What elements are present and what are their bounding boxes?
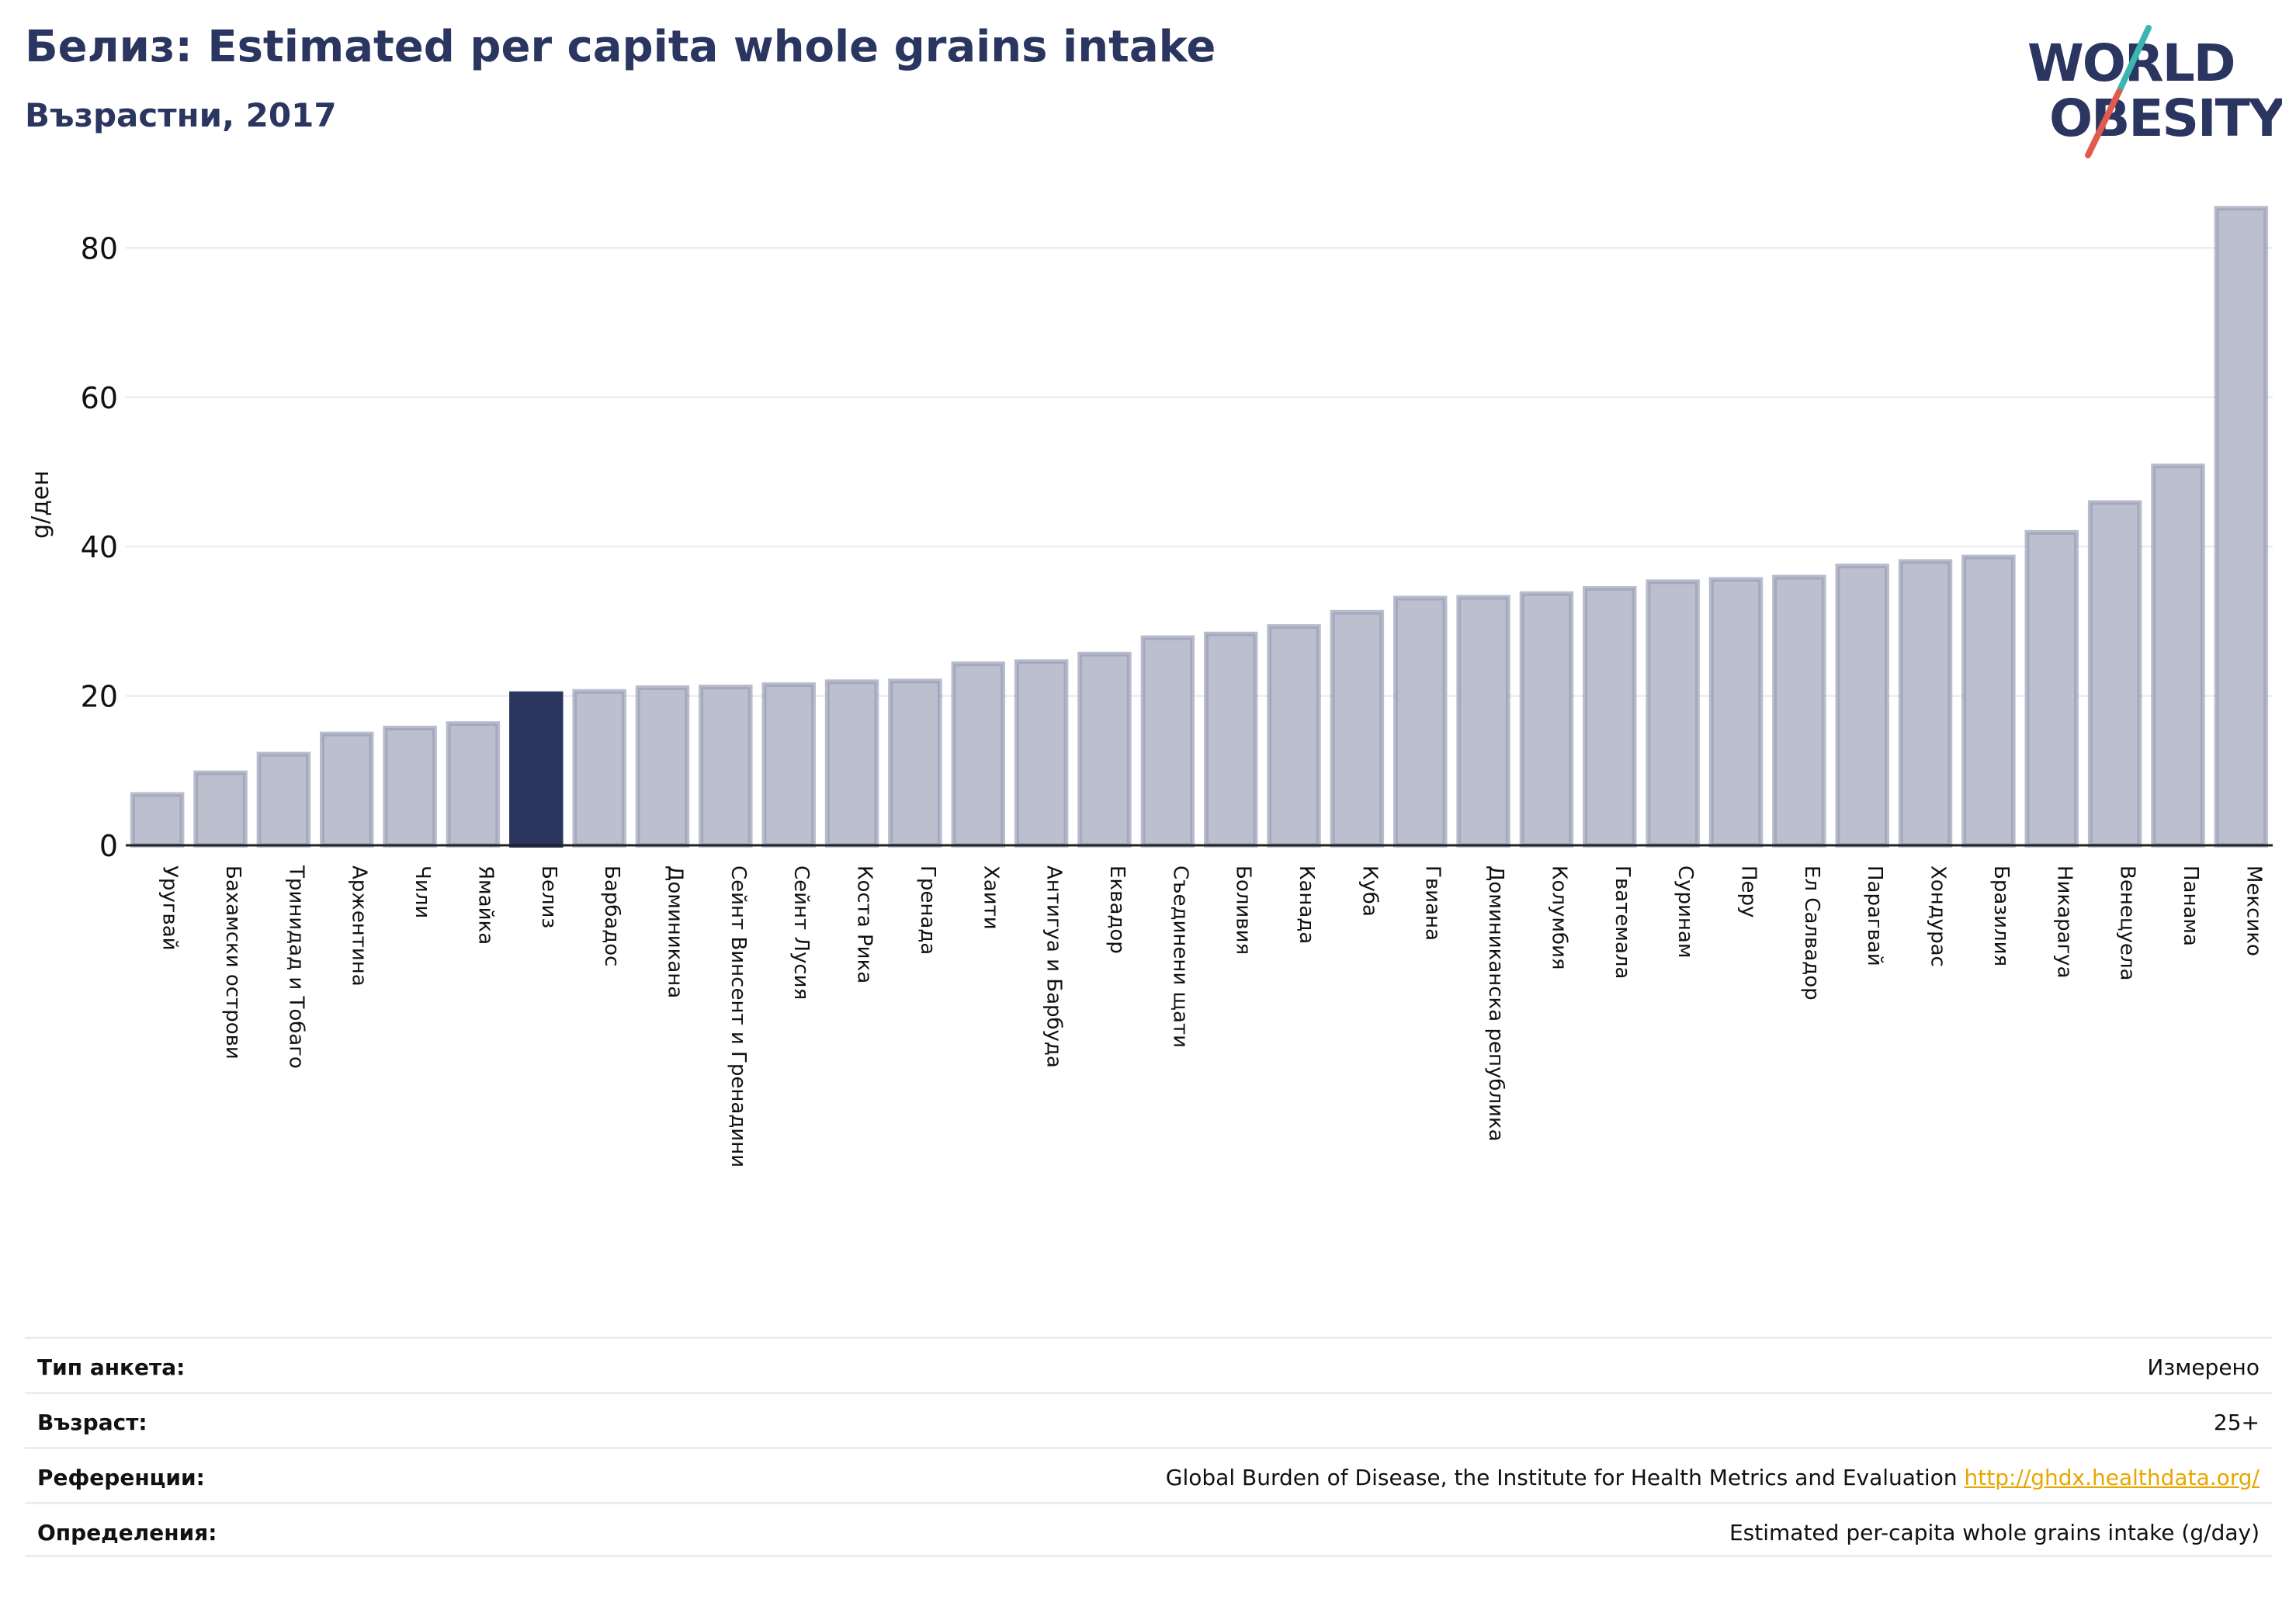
x-tick-label: Куба [1358, 865, 1381, 917]
bar [1203, 631, 1258, 848]
logo-slash-red [2085, 88, 2122, 158]
y-axis-ticks: 0 20 40 60 80 [81, 231, 118, 863]
x-tick-label: Гвиана [1421, 865, 1445, 941]
y-tick-label: 60 [81, 381, 118, 415]
y-tick-label: 80 [81, 231, 118, 265]
x-tick-label: Боливия [1232, 865, 1255, 955]
meta-value: Estimated per-capita whole grains intake… [1729, 1520, 2260, 1545]
page-subtitle: Възрастни, 2017 [25, 96, 337, 134]
bar [2151, 463, 2205, 848]
bar [888, 678, 942, 848]
x-tick-label: Доминикана [664, 865, 687, 998]
metadata-table: Тип анкета: Измерено Възраст: 25+ Рефере… [25, 1337, 2272, 1557]
x-tick-label: Уругвай [158, 865, 182, 951]
bar [1393, 595, 1448, 848]
x-tick-label: Никарагуа [2052, 865, 2076, 979]
bar [1646, 579, 1700, 848]
world-obesity-logo: WORLD OBESITY [2027, 25, 2282, 158]
bar [320, 731, 374, 848]
x-tick-label: Мексико [2242, 865, 2265, 956]
meta-key: Възраст: [37, 1410, 147, 1435]
y-axis-label: g/ден [27, 470, 54, 539]
x-tick-label: Суринам [1673, 865, 1697, 959]
meta-row-references: Референции: Global Burden of Disease, th… [25, 1447, 2272, 1502]
x-tick-label: Бахамски острови [221, 865, 245, 1060]
bar [824, 679, 879, 848]
bar [1961, 554, 2016, 848]
x-tick-label: Парагвай [1863, 865, 1886, 966]
bar [1014, 659, 1069, 848]
meta-value: 25+ [2213, 1410, 2260, 1435]
x-tick-label: Белиз [537, 865, 560, 928]
logo-line2: OBESITY [2049, 88, 2282, 148]
x-tick-label: Сейнт Лусия [789, 865, 813, 1000]
x-tick-label: Доминиканска република [1484, 865, 1507, 1142]
meta-row-definitions: Определения: Estimated per-capita whole … [25, 1502, 2272, 1557]
x-tick-label: Колумбия [1547, 865, 1570, 970]
meta-row-age: Възраст: 25+ [25, 1392, 2272, 1447]
x-tick-label: Венецуела [2116, 865, 2139, 980]
x-tick-label: Антигуа и Барбуда [1042, 865, 1066, 1068]
bars [130, 206, 2269, 848]
bar [1835, 564, 1889, 848]
bar [1456, 595, 1510, 848]
logo-slash-teal [2116, 25, 2152, 95]
bar [761, 682, 816, 848]
bar [509, 691, 564, 848]
bar [446, 721, 501, 848]
bar [951, 661, 1005, 848]
bar [1583, 586, 1637, 848]
x-tick-label: Канада [1295, 865, 1318, 944]
x-tick-label: Еквадор [1105, 865, 1129, 954]
bar-chart: 0 20 40 60 80 Уругвай Бахамски острови Тринида… [27, 206, 2273, 1167]
x-tick-label: Хаити [979, 865, 1002, 930]
x-tick-label: Барбадос [600, 865, 623, 966]
reference-link[interactable]: http://ghdx.healthdata.org/ [1964, 1465, 2260, 1490]
x-tick-label: Аржентина [348, 865, 371, 987]
bar [1708, 577, 1764, 848]
x-tick-label: Гватемала [1611, 865, 1634, 979]
bar [383, 725, 437, 848]
x-tick-label: Чили [411, 865, 434, 918]
bar [1519, 591, 1574, 848]
y-tick-label: 0 [99, 829, 118, 863]
bar [2214, 206, 2269, 848]
x-tick-label: Съединени щати [1168, 865, 1191, 1048]
bar [1898, 559, 1953, 848]
meta-key: Тип анкета: [37, 1354, 186, 1380]
bar [635, 685, 690, 848]
x-tick-label: Тринидад и Тобаго [284, 865, 307, 1069]
x-tick-label: Сейнт Винсент и Гренадини [727, 865, 750, 1167]
bar [699, 685, 753, 848]
x-tick-label: Перу [1737, 865, 1760, 917]
bar [1330, 609, 1385, 848]
meta-row-survey: Тип анкета: Измерено [25, 1337, 2272, 1392]
y-tick-label: 20 [81, 680, 118, 714]
bar [1267, 624, 1321, 848]
x-tick-label: Бразилия [1989, 865, 2013, 966]
x-tick-label: Хондурас [1927, 865, 1950, 967]
bar [2087, 500, 2142, 848]
meta-key: Референции: [37, 1465, 205, 1490]
meta-key: Определения: [37, 1520, 217, 1545]
reference-text: Global Burden of Disease, the Institute … [1165, 1465, 1958, 1490]
bar [256, 751, 311, 848]
bar [1140, 635, 1195, 848]
bar [2024, 529, 2079, 848]
x-tick-label: Панама [2179, 865, 2202, 946]
x-tick-label: Гренада [916, 865, 939, 955]
y-tick-label: 40 [81, 530, 118, 564]
page-title: Белиз: Estimated per capita whole grains… [25, 22, 1216, 72]
bar [193, 770, 248, 848]
x-tick-label: Ямайка [473, 865, 497, 945]
bar [1077, 651, 1132, 848]
bar [1772, 574, 1826, 848]
x-axis-labels: Уругвай Бахамски острови Тринидад и Тобаго… [158, 865, 2266, 1167]
bar [572, 689, 626, 848]
meta-value: Измерено [2147, 1354, 2260, 1380]
x-tick-label: Коста Рика [853, 865, 876, 983]
x-tick-label: Ел Салвадор [1800, 865, 1823, 1001]
meta-value: Global Burden of Disease, the Institute … [1166, 1465, 2260, 1490]
bar [130, 792, 185, 848]
